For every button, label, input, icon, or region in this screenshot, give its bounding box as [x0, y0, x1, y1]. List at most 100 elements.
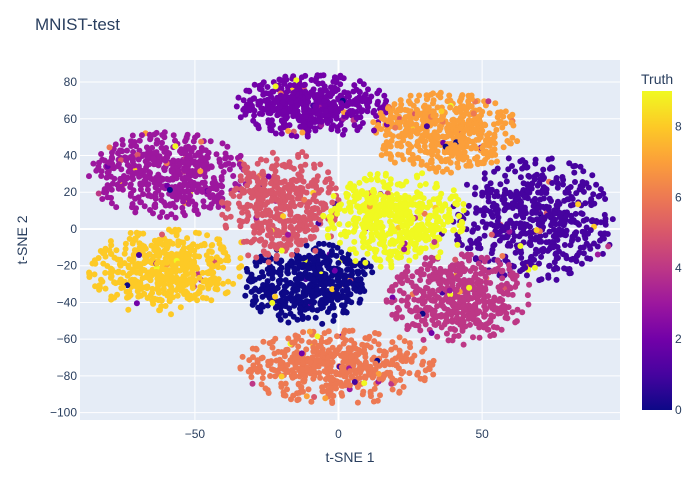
scatter-point — [386, 212, 393, 219]
scatter-point — [165, 176, 172, 183]
scatter-point — [296, 81, 303, 88]
scatter-point — [414, 130, 421, 137]
scatter-point — [303, 346, 310, 353]
scatter-point — [327, 185, 334, 192]
scatter-point — [152, 190, 159, 197]
scatter-point — [265, 390, 272, 396]
scatter-point — [184, 160, 191, 167]
scatter-point — [330, 100, 337, 107]
scatter-point — [308, 398, 315, 405]
scatter-point — [562, 232, 569, 239]
scatter-point — [453, 127, 460, 134]
scatter-point — [383, 207, 390, 214]
scatter-point — [155, 297, 162, 304]
scatter-point — [144, 186, 151, 193]
scatter-point — [567, 242, 574, 249]
scatter-point — [504, 224, 511, 231]
scatter-point — [254, 178, 261, 185]
scatter-point — [446, 287, 453, 294]
scatter-point — [370, 373, 377, 379]
scatter-point — [198, 162, 205, 169]
scatter-point — [386, 194, 392, 201]
scatter-point — [253, 254, 260, 261]
scatter-point — [297, 163, 304, 170]
scatter-point — [211, 275, 218, 282]
scatter-point — [347, 246, 354, 253]
scatter-point — [514, 138, 521, 145]
scatter-point — [531, 256, 538, 263]
scatter-point — [305, 99, 312, 105]
scatter-point — [388, 153, 395, 160]
scatter-point — [255, 190, 262, 197]
scatter-point — [428, 330, 435, 336]
scatter-point — [466, 130, 473, 137]
scatter-point — [362, 259, 369, 266]
scatter-point — [356, 78, 363, 85]
scatter-point — [243, 169, 250, 176]
scatter-point — [402, 273, 409, 280]
scatter-point — [168, 211, 175, 218]
scatter-point — [310, 348, 317, 355]
scatter-point — [548, 164, 555, 171]
scatter-point — [344, 288, 351, 295]
scatter-point — [391, 101, 398, 108]
scatter-point — [334, 244, 341, 251]
scatter-point — [490, 313, 497, 320]
scatter-point — [521, 194, 528, 201]
scatter-point — [597, 219, 604, 226]
scatter-point — [427, 260, 433, 267]
scatter-point — [361, 271, 368, 278]
scatter-point — [431, 265, 438, 272]
scatter-point — [329, 242, 336, 249]
scatter-point — [460, 156, 467, 163]
scatter-point — [561, 219, 568, 226]
scatter-point — [454, 237, 461, 244]
scatter-point — [395, 133, 402, 140]
scatter-point — [400, 383, 407, 390]
scatter-point — [162, 157, 169, 164]
scatter-point — [144, 295, 151, 301]
scatter-point — [300, 329, 307, 336]
scatter-point — [334, 109, 341, 116]
scatter-point — [161, 247, 168, 254]
scatter-point — [168, 311, 174, 318]
scatter-point — [267, 127, 274, 133]
scatter-point — [582, 200, 589, 207]
scatter-point — [451, 333, 458, 340]
scatter-point — [281, 222, 288, 229]
scatter-point — [476, 241, 482, 248]
scatter-point — [404, 263, 411, 270]
scatter-point — [566, 160, 573, 167]
scatter-point — [321, 273, 328, 279]
scatter-point — [138, 242, 145, 249]
scatter-point — [192, 292, 199, 299]
scatter-point — [285, 319, 292, 326]
scatter-point — [278, 179, 285, 186]
scatter-point — [484, 254, 491, 261]
scatter-point — [317, 299, 324, 306]
scatter-point — [325, 169, 332, 176]
scatter-point — [561, 242, 568, 248]
scatter-point — [289, 297, 296, 304]
scatter-point — [336, 205, 343, 212]
scatter-point — [237, 152, 244, 159]
scatter-point — [300, 118, 307, 125]
scatter-point — [374, 232, 381, 239]
scatter-point — [321, 98, 328, 104]
scatter-point — [146, 192, 153, 198]
scatter-point — [407, 100, 414, 107]
scatter-point — [120, 284, 127, 291]
scatter-point — [328, 368, 335, 375]
scatter-point — [517, 247, 524, 254]
scatter-point — [312, 224, 319, 231]
scatter-point — [298, 383, 305, 390]
scatter-point — [111, 279, 118, 286]
scatter-point — [369, 194, 376, 201]
scatter-point — [176, 185, 183, 192]
scatter-point — [442, 201, 448, 208]
scatter-point — [404, 107, 411, 114]
scatter-point — [362, 375, 369, 382]
scatter-point — [178, 146, 185, 153]
scatter-point — [463, 125, 470, 132]
scatter-point — [380, 239, 387, 246]
